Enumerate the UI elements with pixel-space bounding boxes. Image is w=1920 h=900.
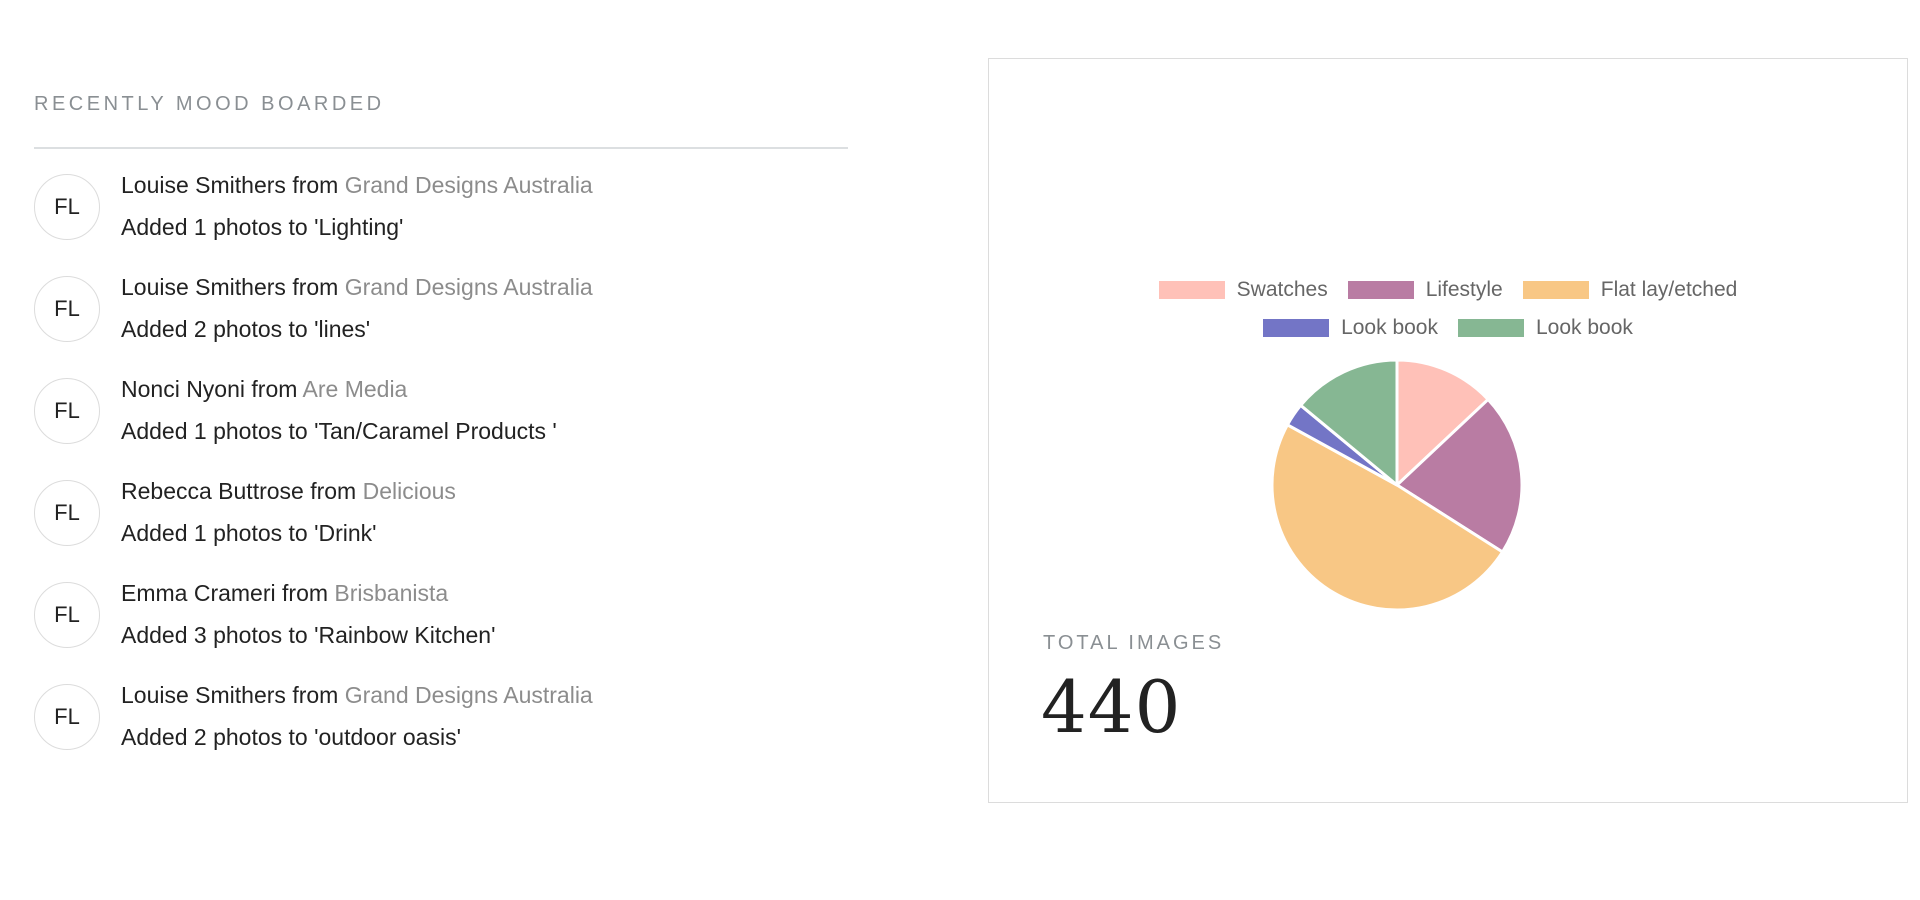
legend-swatch: [1158, 281, 1225, 299]
item-action: Added 1 photos to 'Drink': [121, 520, 377, 546]
company-name[interactable]: Grand Designs Australia: [344, 682, 593, 708]
total-images-value: 440: [1041, 665, 1182, 749]
avatar[interactable]: FL: [34, 174, 100, 240]
item-text: Louise Smithers from Grand Designs Austr…: [121, 680, 593, 752]
legend-label: Look book: [1341, 316, 1438, 339]
from-word: from: [292, 274, 339, 300]
avatar[interactable]: FL: [34, 480, 100, 546]
list-item[interactable]: FL Louise Smithers from Grand Designs Au…: [34, 172, 848, 276]
item-text: Nonci Nyoni from Are Media Added 1 photo…: [121, 374, 557, 446]
legend-swatch: [1458, 319, 1524, 337]
company-name[interactable]: Grand Designs Australia: [344, 274, 593, 300]
item-headline: Emma Crameri from Brisbanista: [121, 578, 495, 608]
legend-swatch: [1347, 281, 1414, 299]
chart-legend-row-1: Swatches Lifestyle Flat lay/etched: [989, 278, 1907, 302]
pie-slice-4[interactable]: [1299, 358, 1399, 487]
legend-label: Flat lay/etched: [1600, 278, 1738, 301]
legend-label: Look book: [1536, 316, 1633, 339]
item-headline: Louise Smithers from Grand Designs Austr…: [121, 680, 593, 710]
from-word: from: [282, 580, 329, 606]
company-name[interactable]: Brisbanista: [334, 580, 449, 606]
list-item[interactable]: FL Louise Smithers from Grand Designs Au…: [34, 682, 848, 786]
list-item[interactable]: FL Louise Smithers from Grand Designs Au…: [34, 274, 848, 378]
item-text: Emma Crameri from Brisbanista Added 3 ph…: [121, 578, 495, 650]
item-action: Added 3 photos to 'Rainbow Kitchen': [121, 622, 496, 648]
item-headline: Nonci Nyoni from Are Media: [121, 374, 557, 404]
avatar[interactable]: FL: [34, 582, 100, 648]
recent-activity-panel: RECENTLY MOOD BOARDED FL Louise Smithers…: [34, 92, 848, 786]
item-text: Rebecca Buttrose from Delicious Added 1 …: [121, 476, 456, 548]
list-item[interactable]: FL Rebecca Buttrose from Delicious Added…: [34, 478, 848, 582]
user-name[interactable]: Louise Smithers: [121, 274, 286, 300]
item-text: Louise Smithers from Grand Designs Austr…: [121, 272, 593, 344]
legend-swatch: [1263, 319, 1330, 337]
avatar[interactable]: FL: [34, 684, 100, 750]
legend-swatch: [1522, 281, 1589, 299]
item-text: Louise Smithers from Grand Designs Austr…: [121, 170, 593, 242]
user-name[interactable]: Louise Smithers: [121, 682, 286, 708]
pie-chart: [1270, 358, 1524, 612]
pie-slice-0[interactable]: [1395, 358, 1490, 487]
from-word: from: [292, 172, 339, 198]
company-name[interactable]: Are Media: [302, 376, 408, 402]
item-headline: Rebecca Buttrose from Delicious: [121, 476, 456, 506]
legend-item-flat-lay[interactable]: Flat lay/etched: [1522, 278, 1738, 302]
user-name[interactable]: Nonci Nyoni: [121, 376, 245, 402]
image-breakdown-card: Swatches Lifestyle Flat lay/etched Look …: [988, 58, 1908, 803]
avatar[interactable]: FL: [34, 378, 100, 444]
legend-label: Swatches: [1236, 278, 1328, 301]
feed-divider: [34, 147, 848, 149]
item-headline: Louise Smithers from Grand Designs Austr…: [121, 170, 593, 200]
user-name[interactable]: Louise Smithers: [121, 172, 286, 198]
company-name[interactable]: Grand Designs Australia: [344, 172, 593, 198]
feed-title: RECENTLY MOOD BOARDED: [34, 93, 385, 115]
user-name[interactable]: Emma Crameri: [121, 580, 276, 606]
item-action: Added 1 photos to 'Lighting': [121, 214, 404, 240]
list-item[interactable]: FL Nonci Nyoni from Are Media Added 1 ph…: [34, 376, 848, 480]
company-name[interactable]: Delicious: [362, 478, 456, 504]
legend-label: Lifestyle: [1425, 278, 1503, 301]
pie-slice-2[interactable]: [1270, 423, 1505, 612]
item-action: Added 2 photos to 'lines': [121, 316, 371, 342]
pie-slice-1[interactable]: [1395, 397, 1524, 554]
chart-legend-row-2: Look book Look book: [989, 316, 1907, 340]
legend-item-look-book-2[interactable]: Look book: [1458, 316, 1633, 340]
item-action: Added 1 photos to 'Tan/Caramel Products …: [121, 418, 557, 444]
list-item[interactable]: FL Emma Crameri from Brisbanista Added 3…: [34, 580, 848, 684]
item-action: Added 2 photos to 'outdoor oasis': [121, 724, 461, 750]
legend-item-look-book[interactable]: Look book: [1263, 316, 1438, 340]
total-images-label: TOTAL IMAGES: [1043, 632, 1225, 654]
feed-list: FL Louise Smithers from Grand Designs Au…: [34, 172, 848, 786]
from-word: from: [310, 478, 357, 504]
from-word: from: [292, 682, 339, 708]
user-name[interactable]: Rebecca Buttrose: [121, 478, 304, 504]
from-word: from: [251, 376, 298, 402]
avatar[interactable]: FL: [34, 276, 100, 342]
legend-item-lifestyle[interactable]: Lifestyle: [1347, 278, 1503, 302]
legend-item-swatches[interactable]: Swatches: [1158, 278, 1328, 302]
item-headline: Louise Smithers from Grand Designs Austr…: [121, 272, 593, 302]
